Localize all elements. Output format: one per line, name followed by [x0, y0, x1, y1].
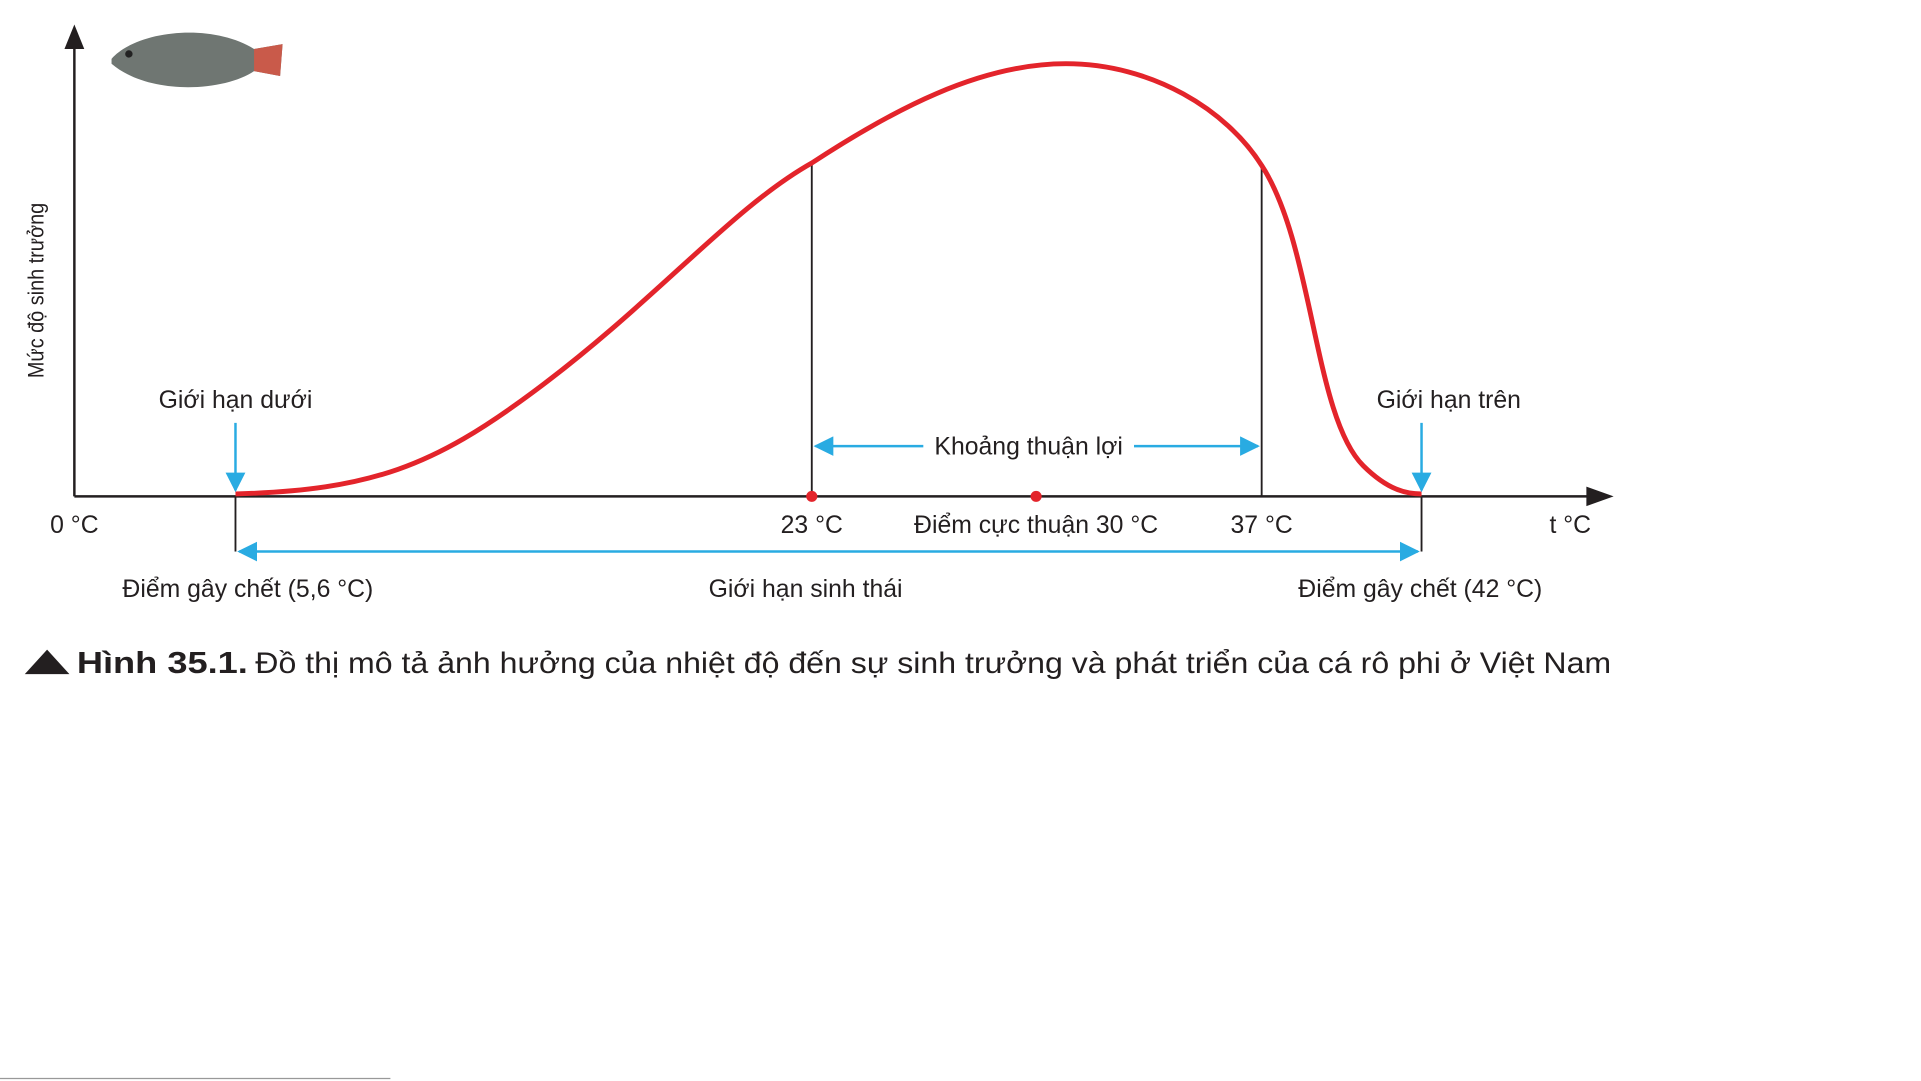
fish-icon — [111, 32, 283, 88]
caption-text: Đồ thị mô tả ảnh hưởng của nhiệt độ đến … — [255, 647, 1611, 680]
ecological-limit-label: Giới hạn sinh thái — [709, 576, 903, 603]
favorable-high-label: 37 °C — [1231, 512, 1293, 539]
x-arrow — [1586, 486, 1614, 507]
y-arrow — [64, 24, 85, 50]
y-axis-label: Mức độ sinh trưởng — [23, 203, 48, 378]
favorable-low-label: 23 °C — [781, 512, 843, 539]
point-23 — [806, 490, 818, 502]
lower-limit-label: Giới hạn dưới — [159, 387, 313, 414]
lethal-low-label: Điểm gây chết (5,6 °C) — [122, 576, 373, 603]
favorable-range-label: Khoảng thuận lợi — [934, 434, 1122, 461]
point-optimum — [1030, 490, 1042, 502]
upper-limit-label: Giới hạn trên — [1377, 387, 1521, 414]
x-axis-label: t °C — [1549, 512, 1591, 539]
optimum-label: Điểm cực thuận 30 °C — [914, 512, 1158, 539]
growth-curve — [235, 61, 1422, 497]
origin-label: 0 °C — [50, 512, 98, 539]
caption-number: Hình 35.1. — [77, 645, 248, 680]
lethal-high-label: Điểm gây chết (42 °C) — [1298, 576, 1542, 603]
caption-triangle — [24, 649, 70, 675]
